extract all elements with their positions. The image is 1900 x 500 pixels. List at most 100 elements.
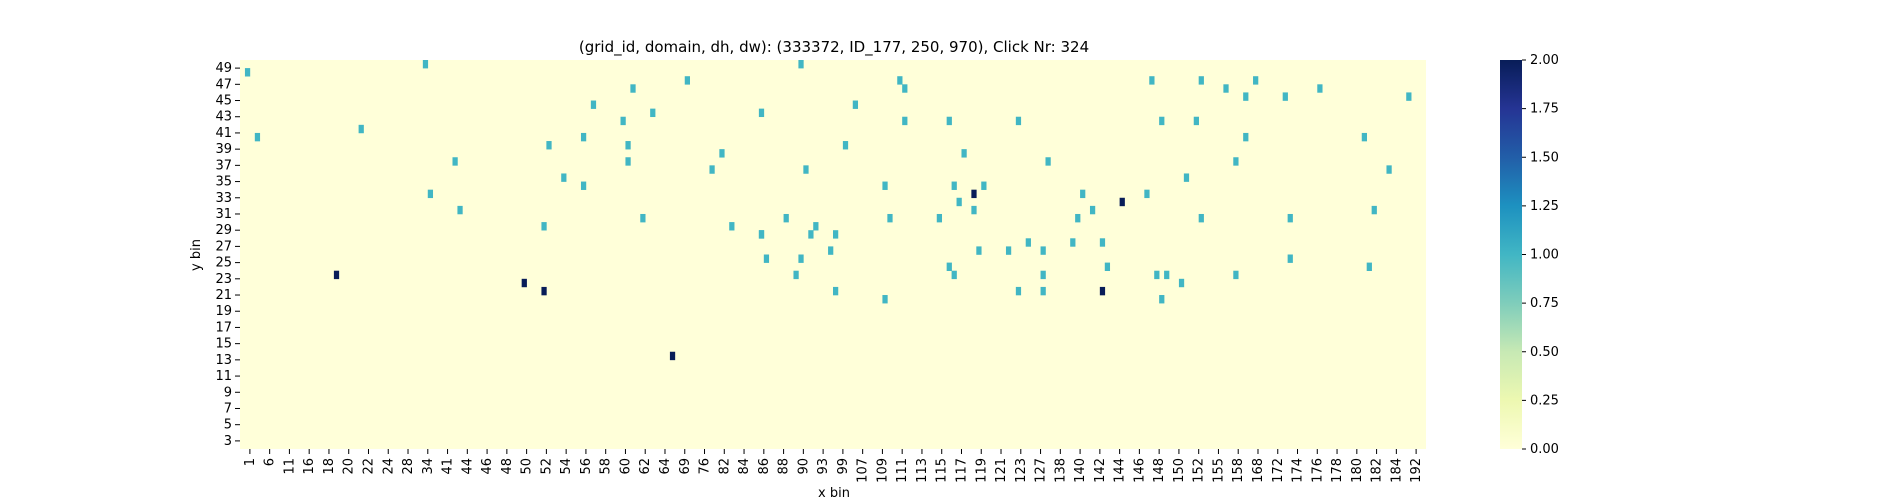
heatmap-cell xyxy=(1040,246,1046,255)
x-tick-label: 1 xyxy=(243,458,258,466)
x-tick-label: 148 xyxy=(1152,458,1167,483)
heatmap-cell xyxy=(729,222,735,231)
heatmap-cell xyxy=(1233,157,1239,166)
heatmap-cell-high xyxy=(521,278,527,288)
heatmap-cell-high xyxy=(541,286,547,296)
heatmap-cell xyxy=(590,100,597,109)
heatmap-cell xyxy=(1045,157,1051,166)
heatmap-cell xyxy=(971,205,977,215)
x-tick-label: 184 xyxy=(1389,458,1404,483)
y-tick-label: 35 xyxy=(215,175,232,190)
heatmap-cell xyxy=(1159,116,1165,126)
heatmap-cell xyxy=(976,246,982,255)
heatmap-cell xyxy=(897,76,903,85)
x-tick-label: 93 xyxy=(816,458,831,475)
y-tick-label: 43 xyxy=(215,110,232,125)
heatmap-cell xyxy=(1164,270,1170,280)
x-tick-label: 20 xyxy=(342,458,357,475)
heatmap-cell xyxy=(1015,286,1022,296)
heatmap-cell xyxy=(422,60,429,69)
y-tick-label: 39 xyxy=(215,142,232,157)
heatmap-cell xyxy=(1104,262,1111,271)
heatmap-cell xyxy=(1243,92,1249,101)
heatmap-cell xyxy=(981,181,987,190)
colorbar-tick-label: 0.75 xyxy=(1530,296,1559,311)
heatmap-cell xyxy=(813,222,819,231)
heatmap-cell xyxy=(833,286,839,296)
heatmap-cell xyxy=(1233,270,1239,280)
y-tick-label: 27 xyxy=(215,239,232,254)
heatmap-cell xyxy=(1317,84,1323,93)
heatmap-cell xyxy=(1005,246,1012,255)
colorbar-tick-label: 2.00 xyxy=(1530,53,1559,68)
y-tick-label: 19 xyxy=(215,304,232,319)
heatmap-cell xyxy=(882,181,888,190)
x-tick-label: 178 xyxy=(1330,458,1345,483)
y-tick-label: 3 xyxy=(224,434,232,449)
x-tick-label: 69 xyxy=(678,458,693,475)
heatmap-cell xyxy=(1015,116,1022,126)
heatmap-cell-high xyxy=(1099,286,1106,296)
heatmap-cell xyxy=(1406,92,1412,101)
heatmap-cell xyxy=(1371,205,1377,215)
heatmap-cell xyxy=(956,197,962,207)
heatmap-cell xyxy=(1159,295,1165,304)
x-tick-label: 6 xyxy=(263,458,278,466)
x-tick-label: 138 xyxy=(1053,458,1068,483)
heatmap-cell xyxy=(1144,189,1150,199)
heatmap-cell-high xyxy=(333,270,340,280)
x-tick-label: 111 xyxy=(895,458,910,483)
heatmap-cell-high xyxy=(971,189,977,199)
heatmap-cell xyxy=(951,270,957,280)
y-tick-label: 13 xyxy=(215,353,232,368)
x-tick-label: 41 xyxy=(441,458,456,475)
heatmap-cell xyxy=(1366,262,1372,271)
heatmap-cell xyxy=(833,230,839,239)
heatmap-cell xyxy=(254,132,261,142)
heatmap-cell xyxy=(1287,254,1293,263)
x-tick-label: 44 xyxy=(460,458,475,475)
heatmap-cell xyxy=(758,230,765,239)
heatmap-plot-area xyxy=(240,60,1426,449)
colorbar-tick-label: 1.75 xyxy=(1530,102,1559,117)
colorbar-ticks: 0.00 0.25 0.50 0.75 1.00 1.25 1.50 1.75 2.00 xyxy=(1522,53,1559,457)
colorbar-tick-label: 0.25 xyxy=(1530,393,1559,408)
x-tick-label: 140 xyxy=(1073,458,1088,483)
heatmap-cell xyxy=(640,213,646,223)
heatmap-cell xyxy=(1193,116,1199,126)
x-tick-label: 150 xyxy=(1172,458,1187,483)
x-tick-label: 192 xyxy=(1409,458,1424,483)
x-tick-label: 48 xyxy=(500,458,515,475)
x-tick-label: 180 xyxy=(1350,458,1365,483)
heatmap-cell xyxy=(1075,213,1081,223)
x-tick-label: 56 xyxy=(579,458,594,475)
x-tick-label: 117 xyxy=(954,458,969,483)
heatmap-cell-high xyxy=(1119,197,1125,207)
y-tick-label: 47 xyxy=(215,77,232,92)
y-tick-label: 41 xyxy=(215,126,232,141)
heatmap-cell xyxy=(650,108,656,118)
heatmap-cell xyxy=(244,68,251,77)
x-tick-label: 16 xyxy=(302,458,317,475)
y-tick-label: 21 xyxy=(215,288,232,303)
x-tick-label: 168 xyxy=(1251,458,1266,483)
heatmap-cell xyxy=(1040,270,1046,280)
heatmap-cell xyxy=(798,254,804,263)
heatmap-cell xyxy=(1025,238,1031,247)
heatmap-cell xyxy=(1223,84,1229,93)
x-tick-label: 174 xyxy=(1291,458,1306,483)
heatmap-cell xyxy=(763,254,770,263)
y-tick-label: 49 xyxy=(215,61,232,76)
heatmap-cell xyxy=(1198,76,1204,85)
x-tick-label: 113 xyxy=(915,458,930,483)
y-tick-label: 37 xyxy=(215,158,232,173)
y-axis: 4947454341393735333129272523211917151311… xyxy=(215,61,240,449)
x-tick-label: 119 xyxy=(974,458,989,483)
colorbar-tick-label: 1.50 xyxy=(1530,150,1559,165)
x-tick-label: 76 xyxy=(698,458,713,475)
heatmap-cell xyxy=(546,141,552,150)
heatmap-cell xyxy=(580,181,587,190)
heatmap-cell xyxy=(620,116,626,126)
x-tick-label: 22 xyxy=(361,458,376,475)
x-tick-label: 127 xyxy=(1034,458,1049,483)
